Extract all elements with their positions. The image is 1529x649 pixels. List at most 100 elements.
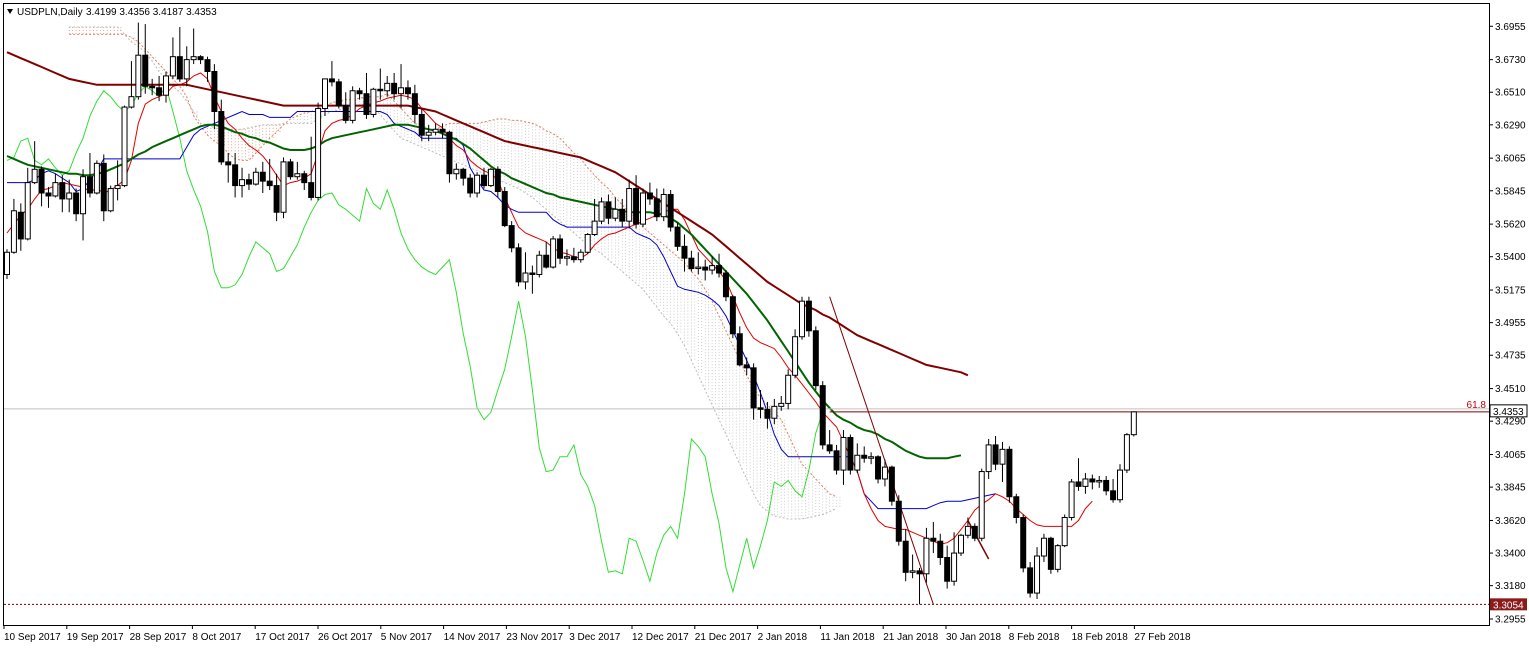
dropdown-triangle-icon[interactable] bbox=[7, 9, 13, 14]
candle bbox=[114, 160, 121, 201]
candle-body bbox=[605, 201, 612, 219]
candle-body bbox=[1123, 434, 1130, 471]
y-tick-label: 3.6510 bbox=[1495, 88, 1526, 99]
candle bbox=[128, 61, 135, 109]
time-axis: 10 Sep 2017 19 Sep 2017 28 Sep 2017 8 Oct 2… bbox=[3, 625, 1191, 643]
candle-body bbox=[736, 333, 743, 366]
candle bbox=[107, 185, 114, 213]
y-tick-label: 3.3620 bbox=[1495, 516, 1526, 527]
candle-body bbox=[370, 88, 377, 115]
candle-body bbox=[321, 78, 328, 110]
candle-body bbox=[992, 444, 999, 465]
candle-body bbox=[377, 88, 384, 92]
candle-body bbox=[121, 106, 128, 187]
candle bbox=[612, 197, 619, 222]
candle bbox=[674, 222, 681, 251]
candle-body bbox=[128, 96, 135, 108]
candle-body bbox=[1061, 517, 1068, 547]
candle-body bbox=[902, 540, 909, 573]
candle bbox=[308, 136, 315, 201]
candle bbox=[895, 495, 902, 546]
candle-body bbox=[446, 131, 453, 175]
candle-body bbox=[156, 87, 163, 96]
candle-body bbox=[135, 54, 142, 98]
candle bbox=[460, 167, 467, 186]
candle-body bbox=[218, 111, 225, 163]
candle-body bbox=[149, 85, 156, 89]
candle bbox=[31, 141, 38, 185]
candle-body bbox=[847, 436, 854, 471]
candle-body bbox=[812, 330, 819, 387]
candle bbox=[356, 87, 363, 100]
candle-body bbox=[695, 266, 702, 270]
candle-body bbox=[923, 537, 930, 575]
x-tick-label: 23 Nov 2017 bbox=[506, 632, 563, 643]
candle bbox=[944, 545, 951, 589]
candle-body bbox=[1082, 478, 1089, 487]
candle-body bbox=[1116, 469, 1123, 501]
candle bbox=[239, 167, 246, 198]
candle-body bbox=[273, 185, 280, 213]
candle-body bbox=[798, 300, 805, 338]
candle bbox=[812, 326, 819, 391]
candle bbox=[432, 123, 439, 136]
x-tick-label: 21 Dec 2017 bbox=[695, 632, 752, 643]
candle-body bbox=[1068, 481, 1075, 518]
candle-body bbox=[743, 364, 750, 369]
candle-body bbox=[999, 448, 1006, 465]
candle-body bbox=[349, 90, 356, 121]
candle bbox=[847, 434, 854, 475]
candle-body bbox=[1110, 490, 1117, 501]
y-tick-label: 3.5175 bbox=[1495, 286, 1526, 297]
candle-body bbox=[785, 374, 792, 404]
candle bbox=[52, 173, 59, 198]
candle bbox=[1061, 514, 1068, 548]
x-tick-label: 11 Jan 2018 bbox=[820, 632, 875, 643]
candle bbox=[1054, 544, 1061, 573]
candle bbox=[328, 61, 335, 87]
candle bbox=[937, 533, 944, 565]
candle bbox=[729, 295, 736, 339]
candle bbox=[557, 234, 564, 265]
candle-body bbox=[702, 266, 709, 271]
candle bbox=[418, 108, 425, 142]
candle-body bbox=[819, 385, 826, 446]
candle bbox=[916, 567, 923, 605]
candle-body bbox=[1130, 411, 1137, 436]
candle bbox=[24, 167, 31, 241]
candle-body bbox=[522, 272, 529, 283]
candle-body bbox=[1040, 537, 1047, 557]
candle-body bbox=[868, 456, 875, 459]
horizontal-levels: 61.8 bbox=[4, 296, 1489, 605]
candle-body bbox=[1047, 537, 1054, 570]
candle-body bbox=[895, 500, 902, 542]
candle-body bbox=[916, 570, 923, 575]
candle-body bbox=[10, 210, 17, 253]
candle-body bbox=[626, 188, 633, 222]
candle bbox=[639, 188, 646, 228]
candle bbox=[881, 459, 888, 487]
candle bbox=[480, 167, 487, 189]
candle bbox=[17, 203, 24, 251]
candle-body bbox=[937, 540, 944, 559]
candle bbox=[833, 444, 840, 475]
candle-body bbox=[38, 168, 45, 194]
candle bbox=[183, 46, 190, 87]
candle bbox=[494, 166, 501, 198]
candle bbox=[1006, 446, 1013, 503]
x-tick-label: 12 Dec 2017 bbox=[632, 632, 689, 643]
candle bbox=[190, 28, 197, 65]
candle bbox=[439, 123, 446, 139]
low-price-box bbox=[1490, 598, 1527, 611]
candle-body bbox=[114, 185, 121, 190]
candle bbox=[363, 72, 370, 119]
candle-body bbox=[480, 174, 487, 187]
candle-body bbox=[398, 87, 405, 95]
candle bbox=[798, 296, 805, 340]
low-price-marker: 3.3054 bbox=[1490, 598, 1527, 611]
candle bbox=[259, 161, 266, 193]
candle bbox=[646, 182, 653, 205]
candle-body bbox=[245, 179, 252, 185]
candle-body bbox=[308, 182, 315, 198]
candle bbox=[570, 247, 577, 263]
